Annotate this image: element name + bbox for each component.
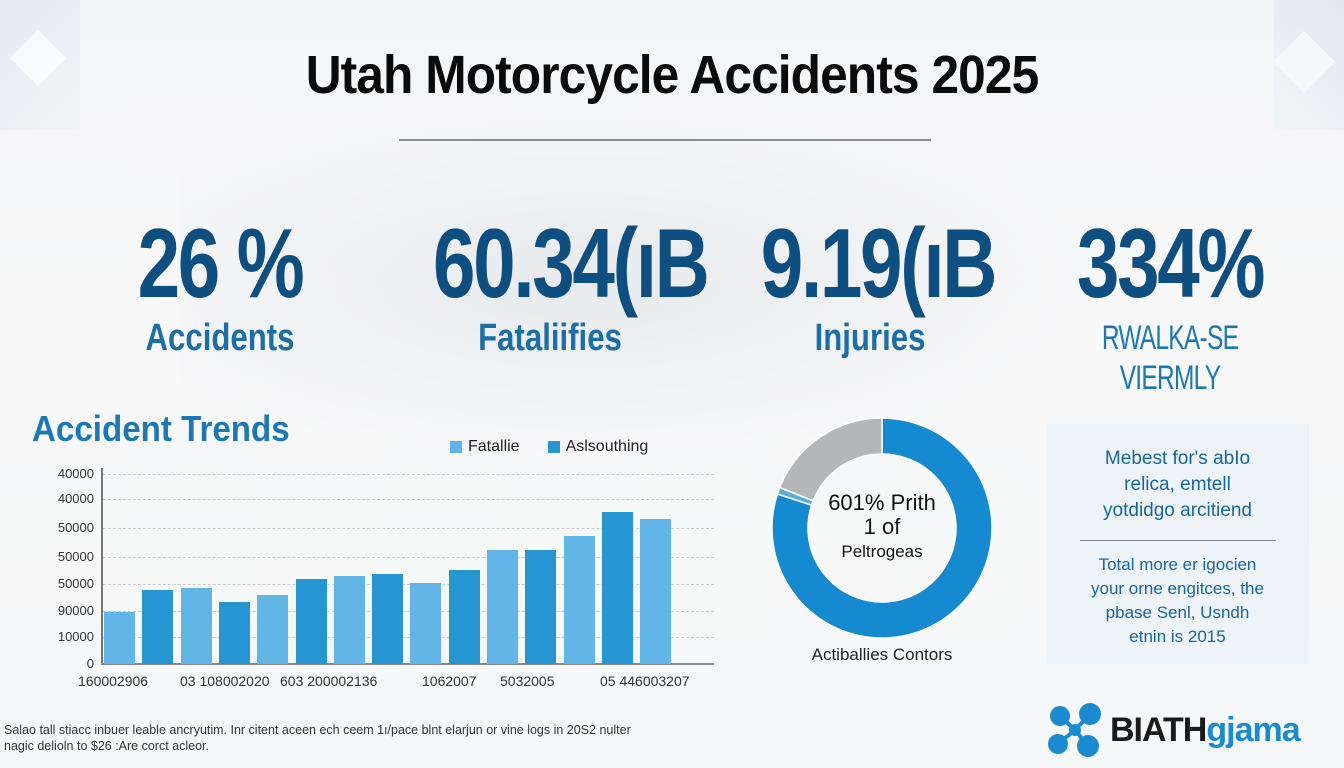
legend-swatch bbox=[547, 441, 560, 453]
stat-fatalities: 60.34(ıB Fataliifies bbox=[400, 208, 710, 359]
y-tick-label: 40000 bbox=[57, 491, 94, 506]
info-callout-divider bbox=[1079, 540, 1276, 541]
x-axis bbox=[101, 663, 714, 665]
x-tick-label: 05 446003207 bbox=[600, 673, 690, 689]
legend-label: Fatallie bbox=[468, 438, 520, 455]
stat-label: Fataliifies bbox=[478, 317, 622, 359]
stat-value: 26 % bbox=[137, 208, 305, 318]
bar bbox=[295, 578, 327, 664]
chart-legend: Fatallie Aslsouthing bbox=[450, 438, 648, 456]
gridline bbox=[103, 611, 714, 612]
stat-value: 60.34(ıB bbox=[433, 208, 710, 318]
bar bbox=[601, 512, 633, 664]
donut-slice bbox=[778, 417, 883, 502]
brand-logo: BIATHgjama bbox=[1046, 702, 1301, 758]
gridline bbox=[103, 637, 714, 638]
bar bbox=[218, 602, 250, 664]
y-tick-label: 50000 bbox=[57, 576, 94, 591]
donut-center-label: 601% Prith 1 of Peltrogeas bbox=[770, 416, 994, 640]
x-tick-label: 5032005 bbox=[500, 673, 555, 689]
donut-caption: Actiballies Contors bbox=[811, 645, 953, 664]
bar bbox=[525, 550, 557, 664]
x-tick-label: 1062007 bbox=[422, 673, 477, 689]
legend-item-aslsouthing: Aslsouthing bbox=[547, 438, 649, 456]
x-tick-label: 160002906 bbox=[78, 673, 149, 689]
x-tick-label: 03 108002020 bbox=[180, 673, 270, 689]
legend-swatch bbox=[450, 441, 462, 453]
bar bbox=[372, 573, 404, 664]
bar bbox=[410, 583, 442, 664]
bar bbox=[487, 550, 518, 664]
legend-label: Aslsouthing bbox=[565, 438, 649, 455]
bar bbox=[333, 576, 365, 664]
bar bbox=[257, 595, 289, 664]
stat-label: Injuries bbox=[814, 317, 926, 359]
footnote-text: Salao tall stiacc inbuer leable ancryuti… bbox=[4, 723, 631, 753]
donut-center-line-2: 1 of bbox=[863, 514, 901, 539]
info-callout-box: Mebest for's abIo relica, emtell yotdidg… bbox=[1046, 424, 1309, 664]
gridline bbox=[103, 528, 714, 529]
logo-word-primary: BIATH bbox=[1110, 710, 1207, 749]
y-tick-label: 0 bbox=[86, 656, 94, 671]
stat-accidents: 26 % Accidents bbox=[90, 214, 350, 358]
info-callout-body: Total more er igocien your orne engitces… bbox=[1091, 555, 1264, 646]
stat-severity: 334% RWALKA-SE VIERMLY bbox=[1030, 214, 1310, 398]
section-title-accident-trends: Accident Trends bbox=[32, 408, 290, 449]
donut-chart: 601% Prith 1 of Peltrogeas bbox=[770, 416, 994, 640]
gridline bbox=[103, 557, 714, 558]
donut-center-line-3: Peltrogeas bbox=[841, 542, 923, 561]
x-tick-label: 603 200002136 bbox=[280, 673, 378, 689]
stat-injuries: 9.19(ıB Injuries bbox=[730, 214, 1010, 358]
y-tick-label: 40000 bbox=[57, 466, 94, 481]
stat-label: RWALKA-SE VIERMLY bbox=[1101, 319, 1239, 397]
gridline bbox=[103, 584, 714, 585]
accident-trends-bar-chart: 40000 40000 50000 50000 50000 90000 10000 0 1600… bbox=[40, 464, 714, 694]
donut-ring bbox=[771, 417, 993, 639]
logo-word-accent: gjama bbox=[1206, 710, 1300, 749]
gridline bbox=[103, 474, 714, 475]
donut-slice bbox=[771, 417, 993, 639]
title-divider bbox=[399, 139, 931, 141]
bar bbox=[104, 611, 135, 664]
gridline bbox=[103, 499, 714, 500]
stat-value: 334% bbox=[1076, 208, 1265, 318]
bar bbox=[180, 588, 212, 664]
y-tick-label: 10000 bbox=[57, 629, 94, 644]
page-title: Utah Motorcycle Accidents 2025 bbox=[305, 45, 1040, 105]
y-tick-label: 50000 bbox=[57, 549, 94, 564]
y-tick-label: 50000 bbox=[57, 520, 94, 535]
bar bbox=[563, 535, 595, 664]
legend-item-fatallie: Fatallie bbox=[450, 438, 520, 456]
y-axis bbox=[101, 468, 103, 664]
bar bbox=[142, 590, 174, 664]
y-tick-label: 90000 bbox=[57, 603, 94, 618]
molecule-logo-icon bbox=[1048, 703, 1101, 757]
bar bbox=[448, 570, 480, 664]
stat-value: 9.19(ıB bbox=[760, 208, 998, 318]
bar bbox=[640, 519, 672, 664]
donut-center-line-1: 601% Prith bbox=[828, 490, 936, 515]
stat-label: Accidents bbox=[145, 317, 295, 359]
info-callout-heading: Mebest for's abIo relica, emtell yotdidg… bbox=[1103, 448, 1252, 521]
